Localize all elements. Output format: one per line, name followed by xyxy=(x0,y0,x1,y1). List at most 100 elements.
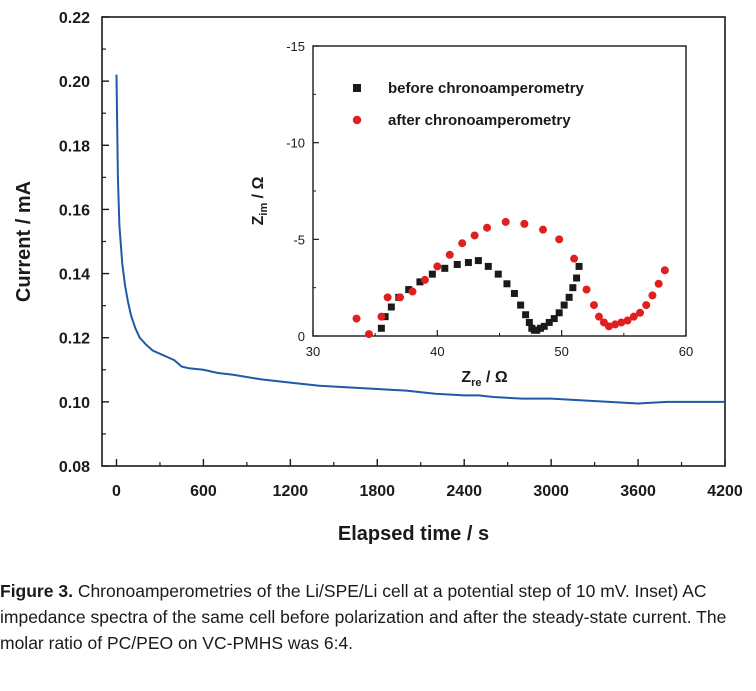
after-chrono-point xyxy=(594,312,603,321)
before-chrono-point xyxy=(464,259,472,267)
after-chrono-point xyxy=(408,287,417,296)
main-y-axis-title: Current / mA xyxy=(13,181,35,302)
inset-y-ticks: 0 -5 -10 -15 xyxy=(286,39,319,344)
before-chrono-point xyxy=(441,264,449,272)
caption-text: Chronoamperometries of the Li/SPE/Li cel… xyxy=(0,581,727,653)
main-y-tick-label: 0.10 xyxy=(59,395,90,412)
before-chrono-point xyxy=(405,286,413,294)
legend-label-after: after chronoamperometry xyxy=(388,112,571,129)
figure-chart-area: 0 600 1200 1800 2400 3000 3600 4200 0.080.100.1… xyxy=(13,10,743,545)
before-chrono-point xyxy=(484,262,492,270)
after-chrono-point xyxy=(520,219,529,228)
before-chrono-point xyxy=(573,274,581,282)
main-y-ticks: 0.08 0.10 0.12 0.14 0.16 0.18 0.20 0.22 xyxy=(59,10,109,476)
main-x-tick-label: 4200 xyxy=(707,483,743,500)
after-chrono-point xyxy=(642,301,651,310)
inset-y-title-sub: im xyxy=(258,203,270,216)
before-chrono-point xyxy=(377,324,385,332)
inset-impedance-chart: 30 40 50 60 0 -5 -10 -15 Zre / Ω Zim / Ω befor… xyxy=(250,39,693,389)
main-x-tick-label: 3600 xyxy=(620,483,656,500)
after-chrono-point xyxy=(458,239,467,248)
before-chrono-point xyxy=(565,293,573,301)
after-chrono-point xyxy=(383,293,392,302)
main-x-ticks: 0 600 1200 1800 2400 3000 3600 4200 xyxy=(112,459,743,500)
after-chrono-point xyxy=(445,250,454,259)
main-y-tick-label: 0.16 xyxy=(59,202,90,219)
inset-x-tick-label: 40 xyxy=(430,344,444,359)
inset-x-axis-title: Zre / Ω xyxy=(461,369,508,389)
after-chrono-point xyxy=(420,275,429,284)
after-chrono-point xyxy=(539,225,548,234)
after-chrono-point xyxy=(570,254,579,263)
before-chrono-point xyxy=(387,303,395,311)
before-chrono-point xyxy=(569,284,577,292)
main-x-tick-label: 1800 xyxy=(359,483,395,500)
before-chrono-point xyxy=(540,322,548,330)
after-chrono-point xyxy=(470,231,479,240)
main-y-tick-label: 0.22 xyxy=(59,10,90,27)
inset-legend: before chronoamperometry after chronoamp… xyxy=(352,80,585,129)
before-chrono-point xyxy=(545,318,553,326)
main-y-tick-label: 0.08 xyxy=(59,459,90,476)
after-chrono-point xyxy=(617,318,626,327)
inset-x-title-main: Z xyxy=(461,369,471,386)
inset-x-tick-label: 60 xyxy=(679,344,693,359)
main-x-tick-label: 1200 xyxy=(273,483,309,500)
after-chrono-point xyxy=(654,279,663,288)
main-x-tick-label: 0 xyxy=(112,483,121,500)
inset-x-tick-label: 30 xyxy=(306,344,320,359)
inset-data-points xyxy=(352,217,669,339)
inset-y-axis-title: Zim / Ω xyxy=(250,176,270,225)
before-chrono-point xyxy=(503,280,511,288)
inset-x-ticks: 30 40 50 60 xyxy=(306,330,693,359)
before-chrono-point xyxy=(474,257,482,265)
legend-marker-before xyxy=(353,84,361,92)
inset-y-tick-label: -5 xyxy=(293,232,305,247)
figure-caption: Figure 3. Chronoamperometries of the Li/… xyxy=(0,578,750,656)
after-chrono-point xyxy=(396,293,405,302)
before-chrono-point xyxy=(537,324,545,332)
inset-y-tick-label: -15 xyxy=(286,39,305,54)
figure-label: Figure 3. xyxy=(0,581,73,601)
inset-x-title-sub: re xyxy=(471,377,481,389)
before-chrono-point xyxy=(522,311,530,319)
before-chrono-point xyxy=(416,278,424,286)
legend-label-before: before chronoamperometry xyxy=(388,80,585,97)
before-chrono-point xyxy=(453,260,461,268)
legend-marker-after xyxy=(352,115,362,125)
after-chrono-point xyxy=(433,262,442,271)
after-chrono-point xyxy=(501,217,510,226)
inset-x-title-unit: / Ω xyxy=(482,369,508,386)
main-x-tick-label: 600 xyxy=(190,483,217,500)
after-chrono-point xyxy=(483,223,492,232)
main-y-tick-label: 0.20 xyxy=(59,74,90,91)
after-chrono-point xyxy=(629,312,638,321)
after-chrono-point xyxy=(352,314,361,323)
after-chrono-point xyxy=(377,312,386,321)
before-chrono-point xyxy=(550,315,558,323)
before-chrono-point xyxy=(525,318,533,326)
before-chrono-point xyxy=(517,301,525,309)
after-chrono-point xyxy=(582,285,591,294)
before-chrono-point xyxy=(555,309,563,317)
after-chrono-point xyxy=(555,235,564,244)
after-chrono-point xyxy=(635,308,644,317)
main-x-tick-label: 3000 xyxy=(533,483,569,500)
inset-x-tick-label: 50 xyxy=(554,344,568,359)
before-chrono-point xyxy=(510,289,518,297)
main-y-tick-label: 0.14 xyxy=(59,267,90,284)
inset-y-title-unit: / Ω xyxy=(250,176,267,202)
before-chrono-point xyxy=(494,270,502,278)
main-y-tick-label: 0.18 xyxy=(59,138,90,155)
inset-y-tick-label: -10 xyxy=(286,136,305,151)
current-decay-line xyxy=(115,74,725,405)
after-chrono-point xyxy=(611,320,620,329)
main-chart-axes: 0 600 1200 1800 2400 3000 3600 4200 0.080.100.1… xyxy=(13,10,743,545)
before-chrono-point xyxy=(428,270,436,278)
inset-y-title-main: Z xyxy=(250,215,267,225)
after-chrono-point xyxy=(589,301,598,310)
main-x-axis-title: Elapsed time / s xyxy=(338,523,489,545)
before-chrono-point xyxy=(533,326,541,334)
after-chrono-point xyxy=(623,316,632,325)
after-chrono-point xyxy=(660,266,669,275)
